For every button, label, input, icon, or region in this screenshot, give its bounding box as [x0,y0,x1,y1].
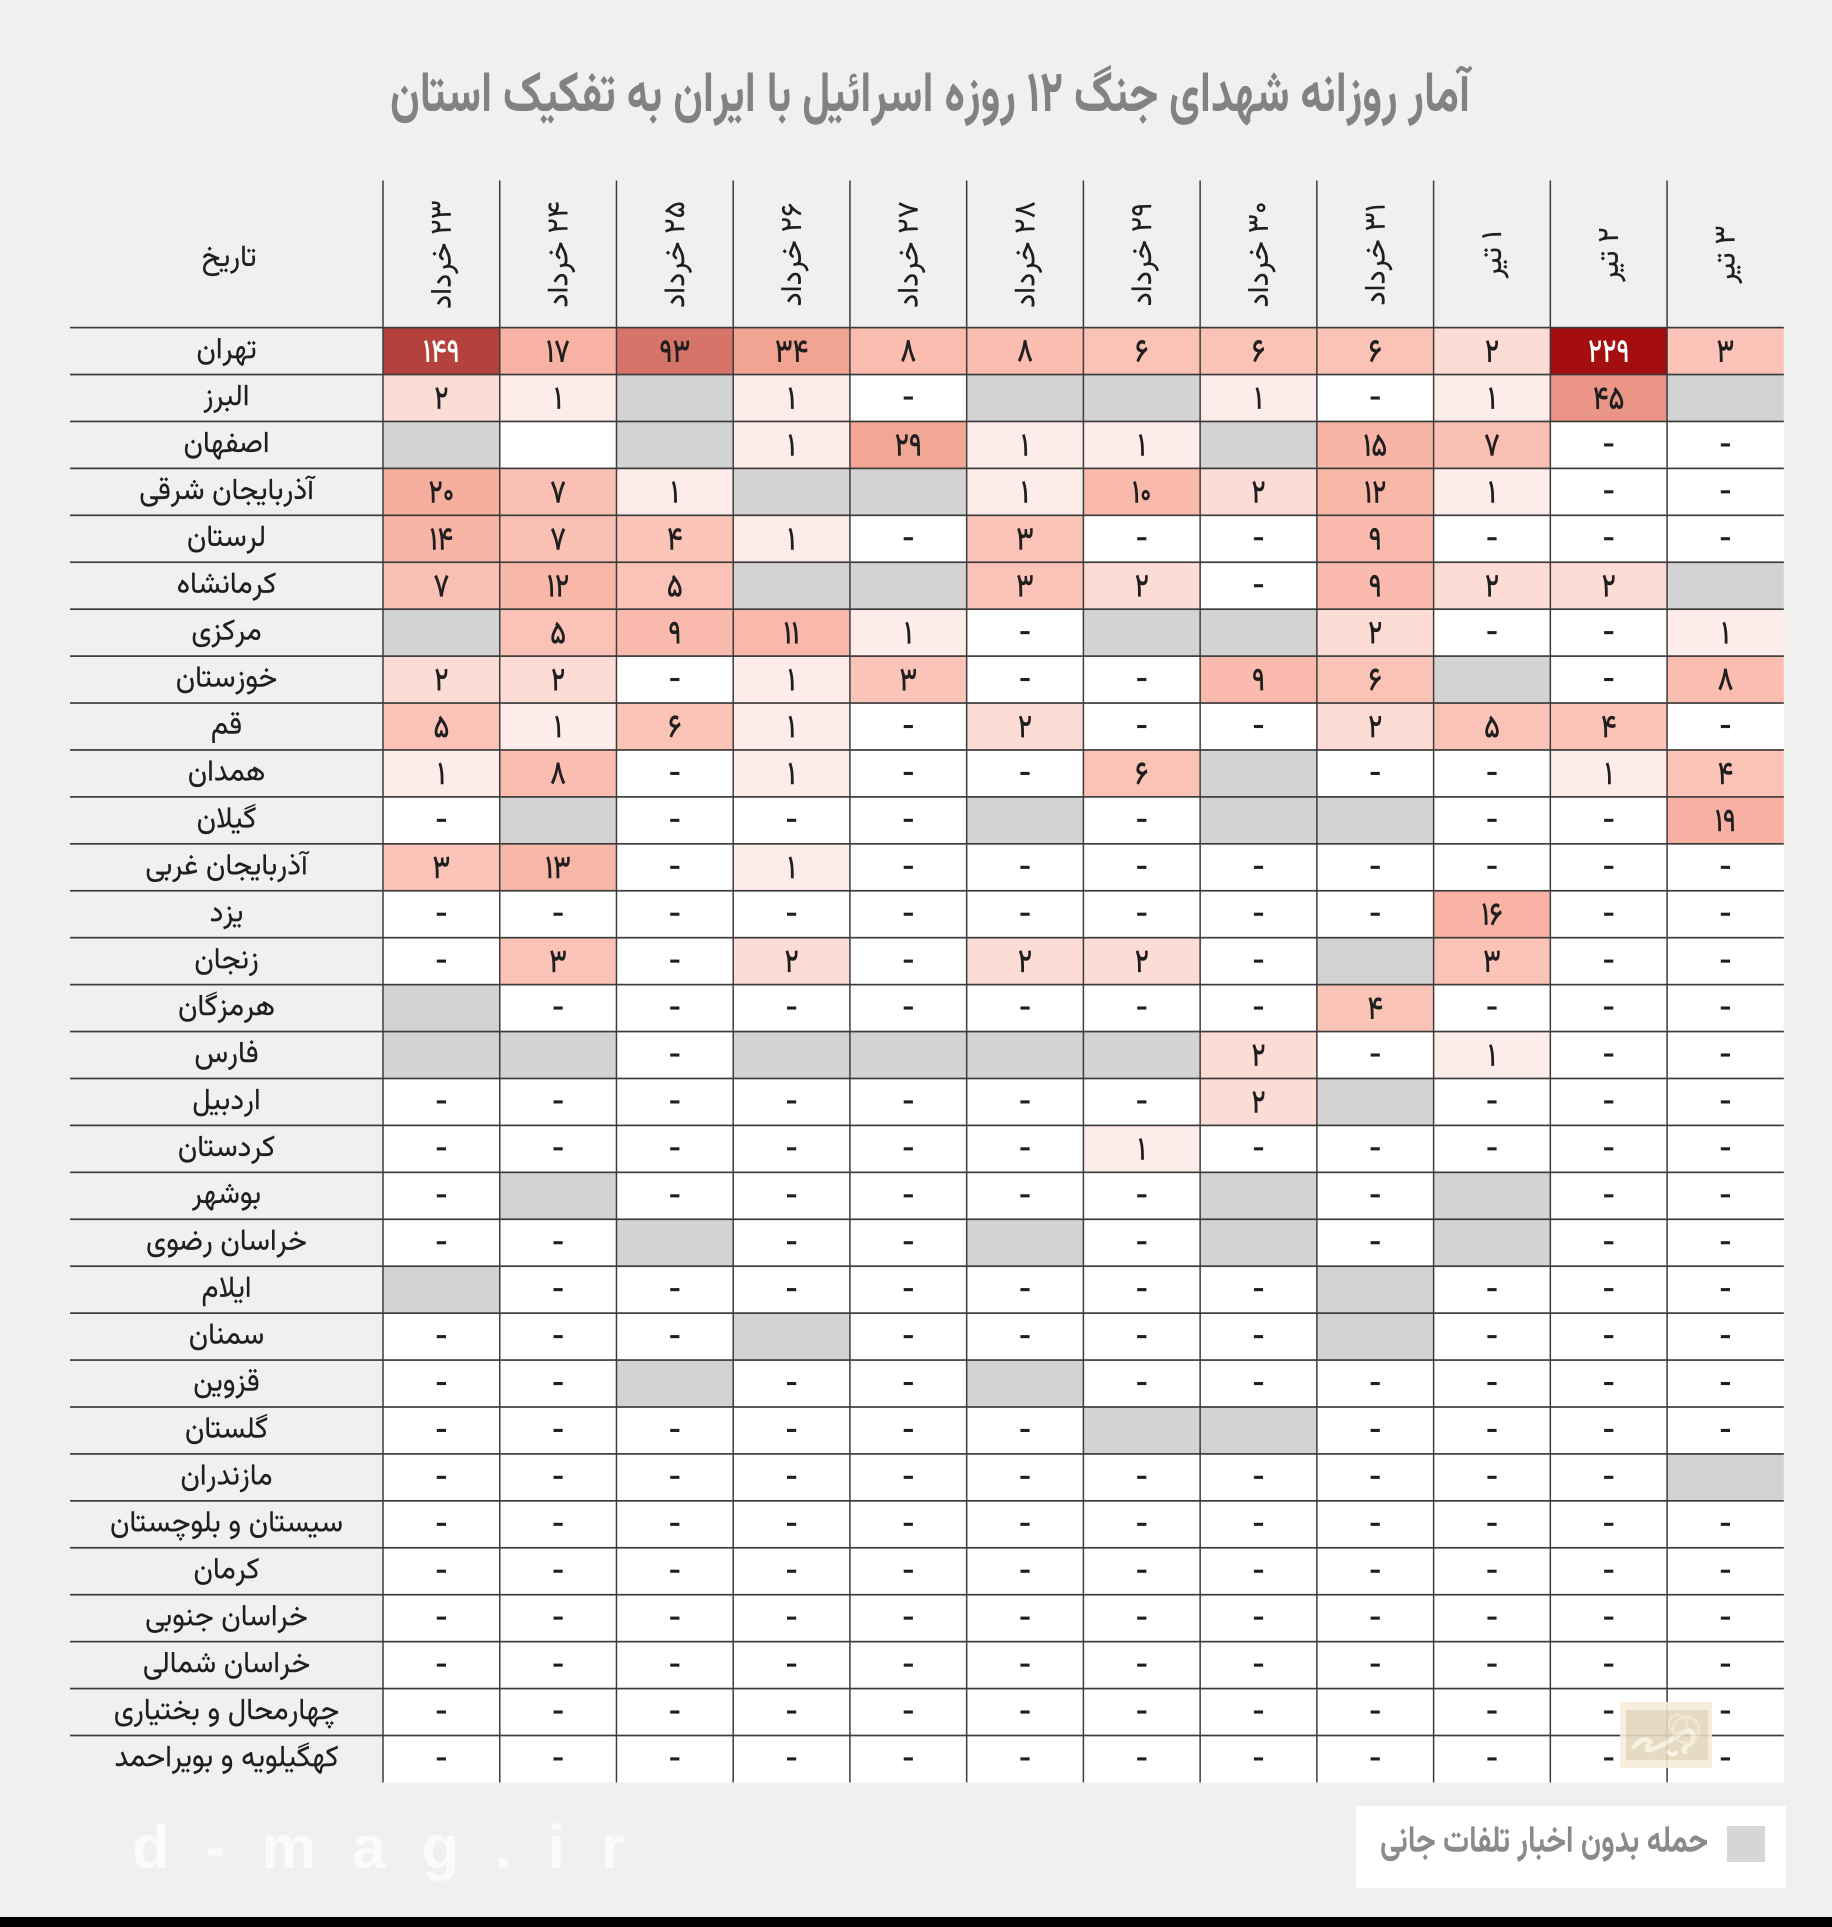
svg-text:d-mag.ir: d-mag.ir [132,1813,661,1881]
